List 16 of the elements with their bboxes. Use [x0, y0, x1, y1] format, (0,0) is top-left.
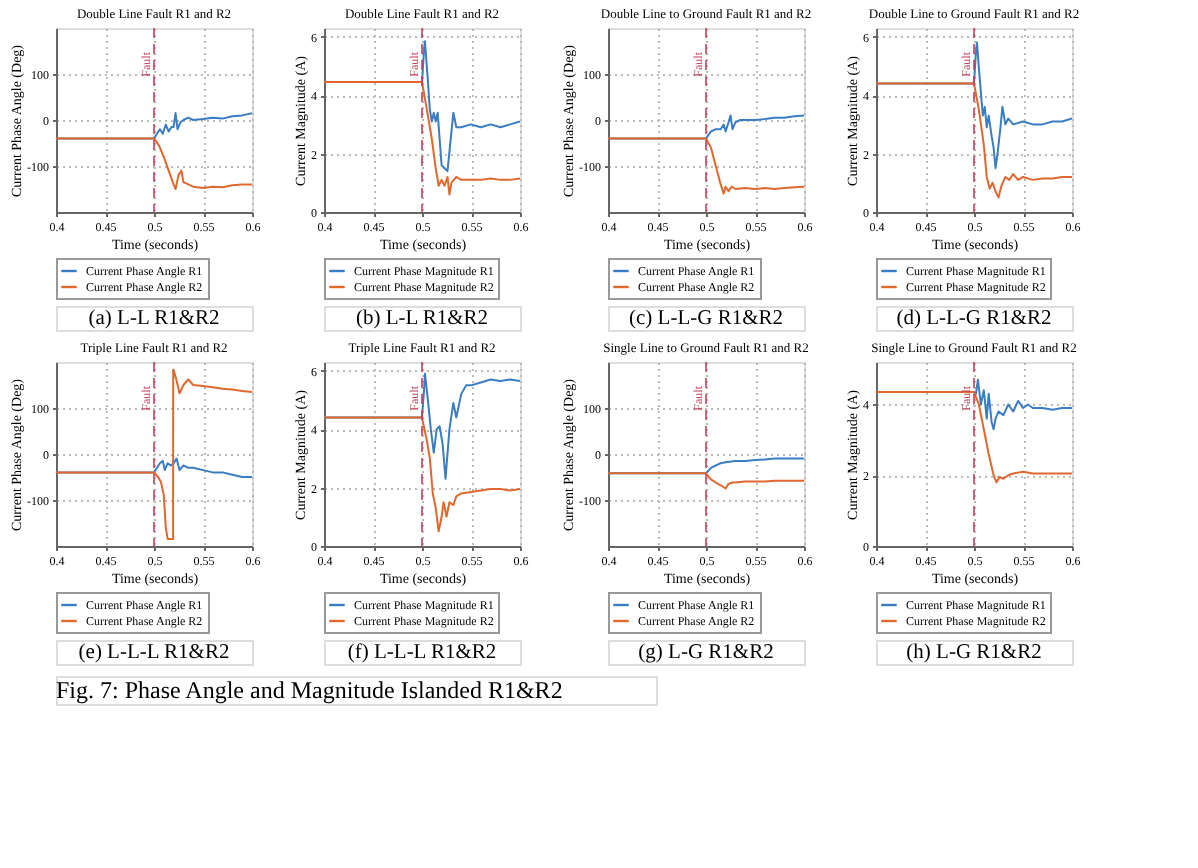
line-series [608, 137, 804, 195]
line-series [608, 472, 804, 490]
text: (b) L-L R1&R2 [355, 308, 489, 330]
text: (f) L-L-L R1&R2 [347, 642, 497, 664]
caption: Fig. 7: Phase Angle and Magnitude Islanded R1&R2 [56, 676, 563, 704]
text: (a) L-L R1&R2 [88, 308, 220, 330]
line-series [56, 137, 252, 190]
text: (e) L-L-L R1&R2 [78, 642, 230, 664]
line-series [324, 416, 520, 533]
text: (g) L-G R1&R2 [638, 642, 774, 664]
line-series [56, 368, 252, 541]
text: (d) L-L-G R1&R2 [896, 308, 1052, 330]
text: (h) L-G R1&R2 [906, 642, 1042, 664]
line-series [876, 82, 1072, 199]
line-series [324, 81, 520, 196]
text: (c) L-L-G R1&R2 [629, 308, 783, 330]
